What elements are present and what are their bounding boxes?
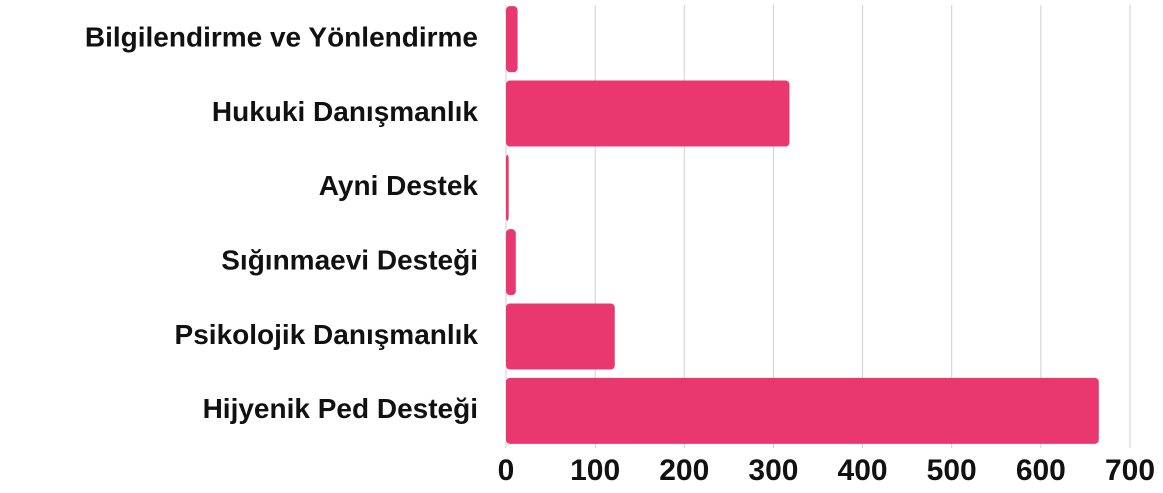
bar	[506, 377, 1099, 444]
x-tick-label: 500	[927, 454, 977, 487]
y-tick-label: Sığınmaevi Desteği	[221, 245, 478, 276]
y-tick-label: Hijyenik Ped Desteği	[203, 393, 478, 424]
y-tick-label: Bilgilendirme ve Yönlendirme	[85, 22, 478, 53]
bar	[506, 80, 790, 147]
y-tick-label: Ayni Destek	[319, 170, 479, 201]
x-tick-label: 600	[1016, 454, 1066, 487]
x-tick-label: 100	[570, 454, 620, 487]
x-tick-label: 200	[659, 454, 709, 487]
x-tick-label: 300	[748, 454, 798, 487]
x-tick-label: 400	[838, 454, 888, 487]
bar	[506, 303, 615, 370]
bar	[506, 6, 518, 73]
x-tick-label: 0	[498, 454, 515, 487]
bar	[506, 229, 516, 296]
y-tick-label: Psikolojik Danışmanlık	[175, 319, 479, 350]
x-tick-label: 700	[1105, 454, 1155, 487]
bar	[506, 154, 509, 221]
y-tick-label: Hukuki Danışmanlık	[212, 96, 479, 127]
